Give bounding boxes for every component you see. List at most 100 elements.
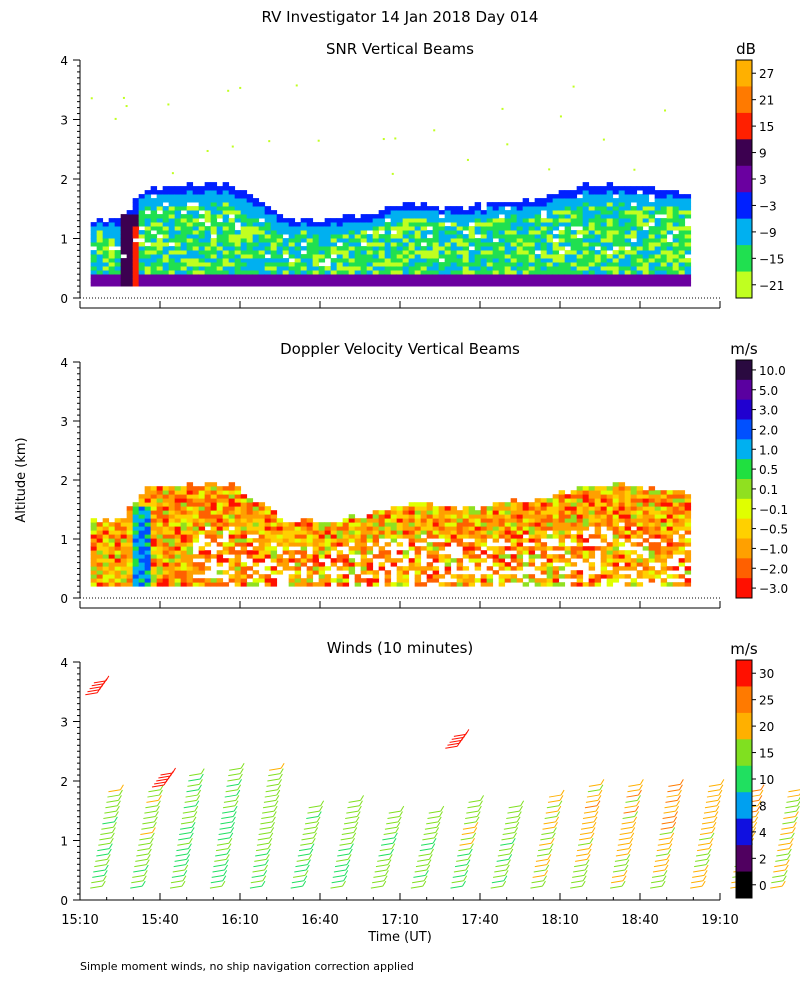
barb-shaft — [427, 815, 440, 819]
field-cell — [372, 538, 380, 543]
field-cell — [582, 182, 590, 187]
field-cell — [510, 202, 518, 207]
field-cell — [222, 250, 230, 255]
field-cell — [666, 246, 674, 251]
colorbar-frame — [735, 359, 753, 599]
field-cell — [156, 226, 164, 231]
barb-shaft — [611, 874, 625, 878]
barb-flag — [145, 859, 150, 865]
field-cell — [318, 574, 326, 579]
field-cell — [192, 498, 200, 503]
barb-shaft — [373, 874, 386, 878]
sparse-echo — [114, 117, 117, 120]
field-cell — [120, 274, 128, 279]
field-cell — [534, 206, 542, 211]
field-cell — [654, 210, 662, 215]
field-cell — [642, 202, 650, 207]
barb-shaft — [490, 885, 503, 889]
field-cell — [162, 518, 170, 523]
field-cell — [114, 554, 122, 559]
field-cell — [474, 242, 482, 247]
field-cell — [156, 502, 164, 507]
field-cell — [492, 554, 500, 559]
barb-flag — [232, 811, 237, 817]
field-cell — [648, 230, 656, 235]
field-cell — [684, 266, 692, 271]
field-cell — [564, 262, 572, 267]
field-cell — [150, 574, 158, 579]
field-cell — [270, 566, 278, 571]
field-cell — [432, 278, 440, 283]
wind-barb — [98, 838, 114, 846]
field-cell — [408, 282, 416, 287]
field-cell — [348, 514, 356, 519]
field-cell — [132, 218, 140, 223]
field-cell — [336, 266, 344, 271]
barb-flag — [117, 795, 122, 801]
field-cell — [516, 558, 524, 563]
field-cell — [600, 270, 608, 275]
field-cell — [294, 242, 302, 247]
field-cell — [102, 278, 110, 283]
field-cell — [456, 282, 464, 287]
field-cell — [528, 522, 536, 527]
field-cell — [642, 262, 650, 267]
field-cell — [414, 262, 422, 267]
field-cell — [288, 526, 296, 531]
field-cell — [180, 574, 188, 579]
field-cell — [642, 498, 650, 503]
field-cell — [120, 526, 128, 531]
field-cell — [342, 258, 350, 263]
wind-barb — [388, 805, 405, 814]
barb-shaft — [307, 810, 320, 814]
field-cell — [600, 502, 608, 507]
field-cell — [114, 558, 122, 563]
field-cell — [456, 258, 464, 263]
field-cell — [252, 558, 260, 563]
field-cell — [486, 582, 494, 587]
field-cell — [306, 258, 314, 263]
field-cell — [192, 206, 200, 211]
field-cell — [144, 198, 152, 203]
field-cell — [558, 246, 566, 251]
field-cell — [666, 202, 674, 207]
field-cell — [390, 238, 398, 243]
field-cell — [354, 550, 362, 555]
field-cell — [132, 558, 140, 563]
barb-shaft — [410, 885, 423, 889]
field-cell — [474, 526, 482, 531]
field-cell — [426, 502, 434, 507]
barb-flag — [464, 870, 469, 876]
field-cell — [114, 238, 122, 243]
field-cell — [624, 238, 632, 243]
field-cell — [360, 282, 368, 287]
field-cell — [246, 222, 254, 227]
field-cell — [420, 202, 428, 207]
field-cell — [186, 238, 194, 243]
field-cell — [342, 566, 350, 571]
barb-shaft — [654, 858, 668, 862]
field-cell — [222, 198, 230, 203]
wind-barb — [691, 875, 707, 884]
field-cell — [360, 254, 368, 259]
wind-barb — [530, 880, 546, 889]
field-cell — [192, 210, 200, 215]
field-cell — [666, 574, 674, 579]
wind-barb — [300, 838, 316, 846]
field-cell — [456, 238, 464, 243]
field-cell — [480, 266, 488, 271]
field-cell — [684, 494, 692, 499]
field-cell — [198, 198, 206, 203]
field-cell — [546, 246, 554, 251]
field-cell — [324, 254, 332, 259]
barb-shaft — [626, 794, 639, 798]
field-cell — [330, 246, 338, 251]
field-cell — [456, 278, 464, 283]
field-cell — [444, 250, 452, 255]
field-cell — [618, 230, 626, 235]
field-cell — [546, 558, 554, 563]
wind-barb — [213, 859, 229, 868]
field-cell — [534, 238, 542, 243]
field-cell — [396, 266, 404, 271]
field-cell — [582, 502, 590, 507]
